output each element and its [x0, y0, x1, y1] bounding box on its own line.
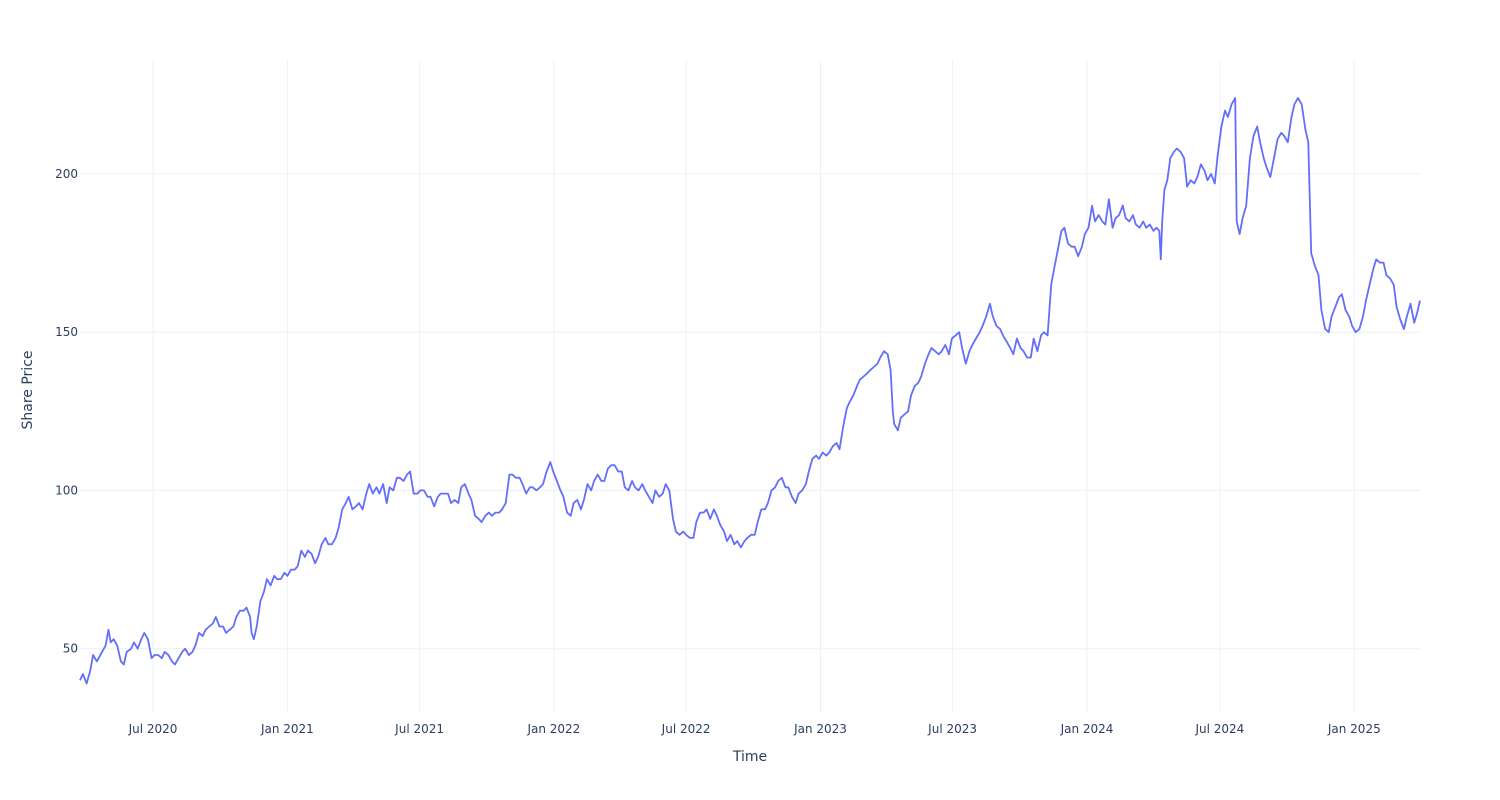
x-axis-tick-labels: Jul 2020 Jan 2021 Jul 2021 Jan 2022 Jul 2022… [128, 722, 1381, 736]
horizontal-gridlines [80, 173, 1420, 650]
x-tick-label: Jul 2022 [661, 722, 711, 736]
x-tick-label: Jan 2022 [526, 722, 580, 736]
x-tick-label: Jul 2021 [394, 722, 444, 736]
x-tick-label: Jan 2024 [1060, 722, 1114, 736]
y-axis-tick-labels: 50 100 150 200 [55, 167, 78, 656]
x-tick-label: Jul 2020 [128, 722, 178, 736]
y-tick-label: 100 [55, 483, 78, 497]
vertical-gridlines [152, 60, 1355, 712]
x-tick-label: Jul 2024 [1194, 722, 1244, 736]
x-axis-title: Time [732, 749, 767, 765]
x-tick-label: Jan 2023 [793, 722, 847, 736]
share-price-line [79, 97, 1421, 685]
series-layer [79, 97, 1421, 685]
x-tick-label: Jul 2023 [927, 722, 977, 736]
y-tick-label: 200 [55, 167, 78, 181]
y-tick-label: 50 [63, 642, 78, 656]
x-tick-label: Jan 2021 [260, 722, 314, 736]
y-tick-label: 150 [55, 325, 78, 339]
x-tick-label: Jan 2025 [1327, 722, 1381, 736]
y-axis-title: Share Price [20, 350, 36, 429]
